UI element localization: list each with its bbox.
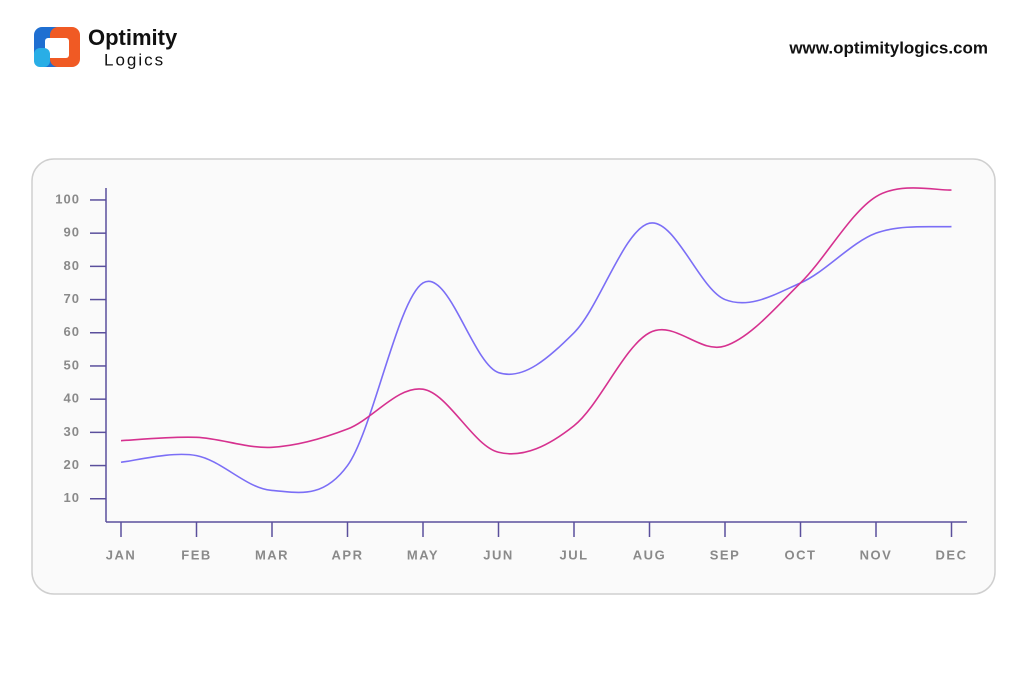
- y-tick-label: 80: [64, 258, 80, 273]
- x-tick-label: FEB: [181, 547, 212, 562]
- logo-shape-cyan: [34, 48, 50, 67]
- y-tick-label: 20: [64, 457, 80, 472]
- x-tick-label: OCT: [785, 547, 817, 562]
- x-tick-label: NOV: [860, 547, 893, 562]
- chart-frame: [31, 158, 996, 595]
- logo-hole: [45, 38, 69, 58]
- y-tick-label: 90: [64, 225, 80, 240]
- x-tick-label: SEP: [710, 547, 741, 562]
- x-tick-label: MAR: [255, 547, 289, 562]
- y-tick-label: 30: [64, 424, 80, 439]
- brand: Optimity: [88, 25, 178, 50]
- x-tick-label: APR: [332, 547, 364, 562]
- url: www.optimitylogics.com: [788, 38, 988, 57]
- x-tick-label: JAN: [106, 547, 137, 562]
- y-tick-label: 100: [55, 191, 80, 206]
- x-tick-label: MAY: [407, 547, 439, 562]
- x-tick-label: DEC: [936, 547, 968, 562]
- y-tick-label: 70: [64, 291, 80, 306]
- y-tick-label: 40: [64, 391, 80, 406]
- brand-sub: Logics: [104, 50, 165, 69]
- y-tick-label: 10: [64, 490, 80, 505]
- x-tick-label: JUL: [559, 547, 588, 562]
- x-tick-label: AUG: [633, 547, 666, 562]
- logo: [34, 27, 80, 67]
- x-tick-label: JUN: [483, 547, 514, 562]
- y-tick-label: 50: [64, 357, 80, 372]
- y-tick-label: 60: [64, 324, 80, 339]
- line: [120, 187, 952, 455]
